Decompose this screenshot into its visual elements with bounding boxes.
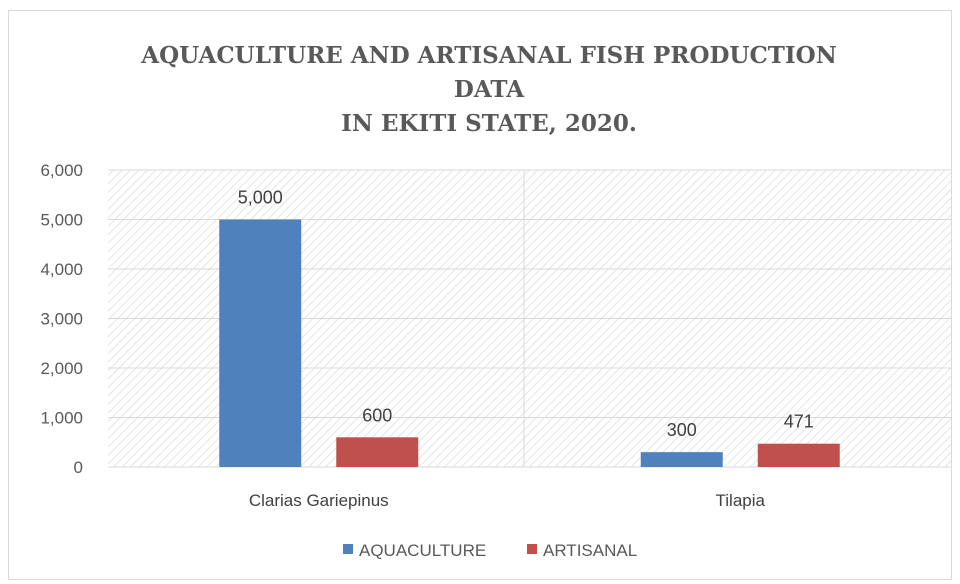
y-tick-label: 3,000 — [40, 310, 83, 329]
bar-artisanal-1 — [757, 443, 840, 467]
chart-frame: AQUACULTURE AND ARTISANAL FISH PRODUCTIO… — [8, 10, 952, 580]
bar-aquaculture-0 — [219, 219, 302, 467]
legend: AQUACULTURE ARTISANAL — [343, 541, 637, 560]
chart-title-line-3: IN EKITI STATE, 2020. — [341, 110, 637, 137]
data-label: 471 — [784, 412, 814, 432]
bar-artisanal-0 — [336, 437, 419, 467]
y-tick-label: 2,000 — [40, 359, 83, 378]
data-label: 5,000 — [238, 188, 283, 208]
category-label: Tilapia — [716, 491, 766, 510]
y-tick-label: 5,000 — [40, 211, 83, 230]
y-tick-label: 0 — [74, 458, 83, 477]
data-label: 300 — [667, 420, 697, 440]
x-axis: Clarias Gariepinus Tilapia — [249, 491, 766, 510]
legend-label-artisanal: ARTISANAL — [543, 541, 637, 560]
data-labels: 5,000 600 300 471 — [238, 188, 814, 441]
legend-label-aquaculture: AQUACULTURE — [359, 541, 486, 560]
bars — [219, 219, 840, 467]
bar-aquaculture-1 — [640, 452, 723, 467]
chart-title-line-2: DATA — [454, 76, 525, 103]
data-label: 600 — [362, 405, 392, 425]
category-label: Clarias Gariepinus — [249, 491, 389, 510]
y-tick-label: 1,000 — [40, 409, 83, 428]
chart-title-line-1: AQUACULTURE AND ARTISANAL FISH PRODUCTIO… — [140, 42, 836, 69]
y-axis: 0 1,000 2,000 3,000 4,000 5,000 6,000 — [40, 161, 83, 477]
bar-chart: AQUACULTURE AND ARTISANAL FISH PRODUCTIO… — [40, 42, 951, 560]
y-tick-label: 4,000 — [40, 260, 83, 279]
legend-swatch-aquaculture — [343, 544, 353, 554]
y-tick-label: 6,000 — [40, 161, 83, 180]
legend-swatch-artisanal — [527, 544, 537, 554]
